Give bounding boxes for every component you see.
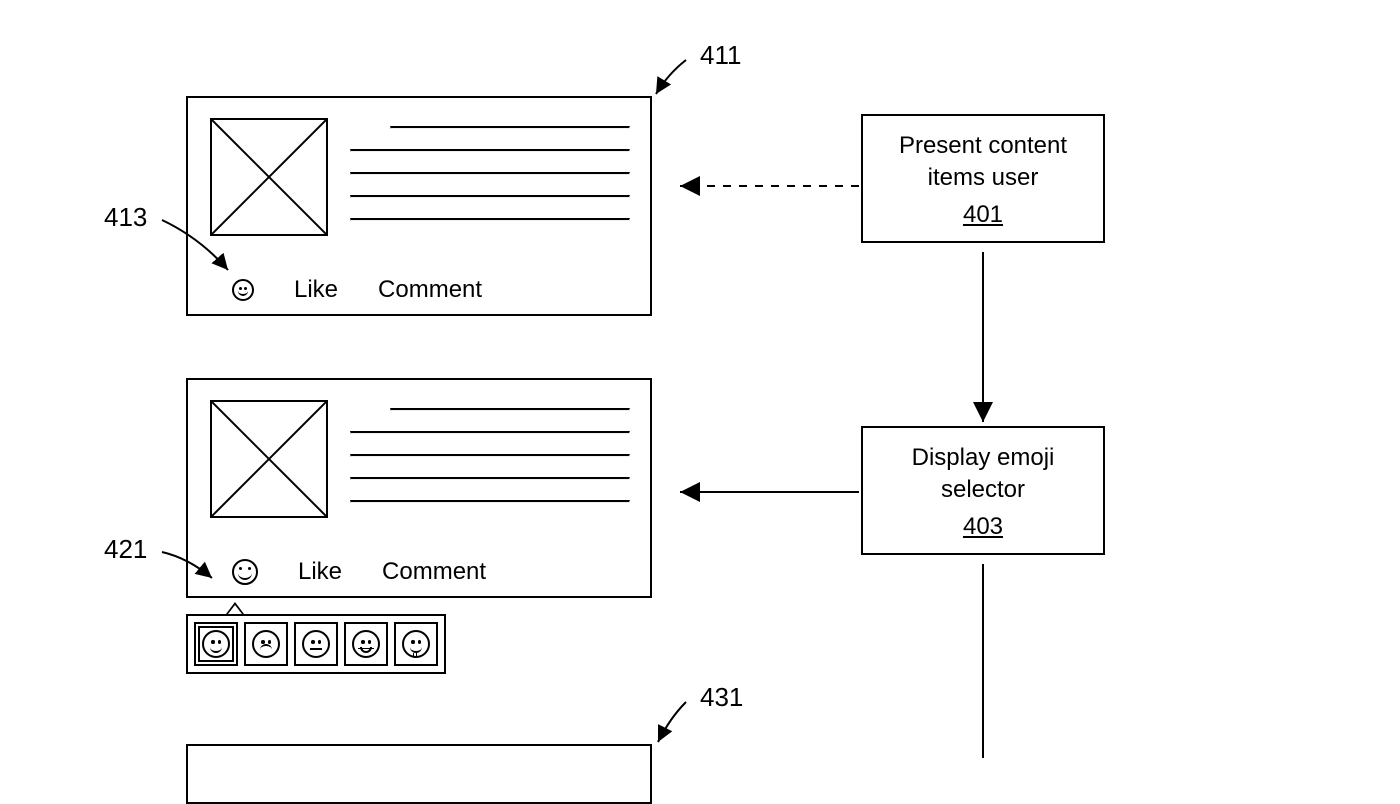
ref-label-413: 413 (104, 202, 147, 233)
ref-label-421: 421 (104, 534, 147, 565)
ref-label-431: 431 (700, 682, 743, 713)
diagram-stage: Like Comment Like Comment (0, 0, 1400, 758)
ref-label-411: 411 (700, 40, 741, 71)
arrow-401-to-card1 (0, 0, 1400, 758)
